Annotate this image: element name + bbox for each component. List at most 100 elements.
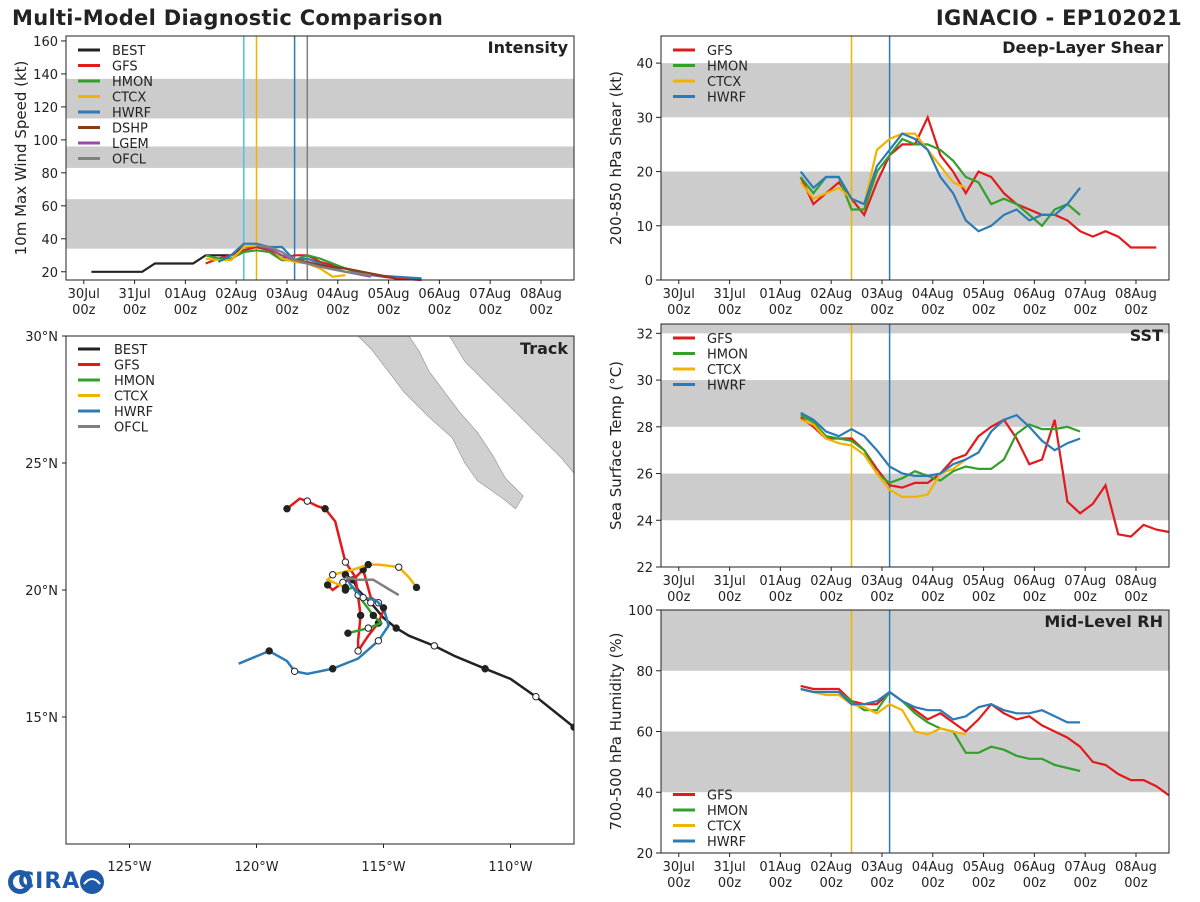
rh-x-tick-date: 30Jul [663, 860, 695, 875]
rh-x-tick-date: 01Aug [759, 860, 801, 875]
shear-x-tick-hour: 00z [718, 303, 742, 318]
sst-x-tick-date: 05Aug [963, 574, 1005, 589]
track-y-tick-label: 25°N [25, 457, 58, 472]
intensity-y-tick-label: 140 [33, 68, 58, 83]
intensity-legend-label-dshp: DSHP [112, 122, 148, 137]
rh-y-tick-label: 60 [636, 726, 653, 741]
track-point-ctcx [341, 583, 350, 592]
shear-legend-label-gfs: GFS [707, 44, 733, 59]
shear-series-hwrf [799, 132, 1081, 233]
sst-legend-label-hwrf: HWRF [707, 379, 746, 394]
sst-series-ctcx [800, 418, 967, 498]
intensity-x-tick-date: 06Aug [418, 287, 460, 302]
intensity-series-ofcl [256, 244, 371, 277]
rh-legend-label-hmon: HMON [707, 804, 748, 819]
track-point-hwrf [265, 647, 273, 655]
intensity-x-tick-hour: 00z [478, 303, 502, 318]
track-point-gfs [283, 505, 291, 513]
intensity-frame [65, 35, 575, 281]
intensity-x-tick-hour: 00z [326, 303, 350, 318]
track-point-hwrf [374, 637, 383, 645]
mainland-mexico-land [449, 336, 574, 474]
sst-x-tick-date: 31Jul [713, 574, 745, 589]
intensity-x-tick-date: 05Aug [368, 287, 410, 302]
sst-x-tick-hour: 00z [972, 590, 996, 605]
sst-y-tick-label: 26 [636, 468, 653, 483]
intensity-shade-band [66, 146, 574, 168]
rh-x-tick-hour: 00z [870, 876, 894, 891]
intensity-legend-label-gfs: GFS [112, 60, 138, 75]
rh-x-tick-date: 02Aug [810, 860, 852, 875]
rh-y-tick-label: 20 [636, 847, 653, 862]
track-point-hmon [344, 629, 352, 637]
intensity-x-tick-date: 07Aug [469, 287, 511, 302]
track-legend-label-ofcl: OFCL [114, 421, 149, 436]
rh-y-tick-label: 100 [628, 604, 653, 619]
rh-x-tick-hour: 00z [972, 876, 996, 891]
shear-x-tick-hour: 00z [769, 303, 793, 318]
sst-x-tick-date: 01Aug [759, 574, 801, 589]
track-point-ctcx [395, 563, 403, 571]
sst-y-tick-label: 28 [636, 421, 653, 436]
cira-logo: CIRA [4, 866, 106, 898]
sst-x-tick-hour: 00z [819, 590, 843, 605]
sst-shade-band [661, 380, 1169, 427]
shear-y-tick-label: 20 [636, 166, 653, 181]
sst-x-tick-hour: 00z [769, 590, 793, 605]
shear-x-tick-date: 08Aug [1115, 287, 1157, 302]
rh-title: Mid-Level RH [1044, 612, 1163, 631]
track-x-tick-label: 125°W [107, 860, 151, 875]
intensity-x-tick-hour: 00z [377, 303, 401, 318]
track-legend-label-hwrf: HWRF [114, 405, 153, 420]
track-point-best [481, 665, 489, 673]
sst-legend-label-ctcx: CTCX [707, 363, 741, 378]
shear-y-tick-label: 0 [645, 274, 653, 289]
intensity-y-tick-label: 100 [33, 134, 58, 149]
intensity-x-tick-date: 30Jul [68, 287, 100, 302]
intensity-y-axis-label: 10m Max Wind Speed (kt) [12, 61, 30, 256]
sst-x-tick-date: 02Aug [810, 574, 852, 589]
track-point-gfs [341, 558, 350, 566]
shear-x-tick-hour: 00z [667, 303, 691, 318]
shear-legend-label-hmon: HMON [707, 60, 748, 75]
shear-x-tick-date: 07Aug [1064, 287, 1106, 302]
track-legend-label-ctcx: CTCX [114, 390, 148, 405]
rh-x-tick-hour: 00z [921, 876, 945, 891]
sst-x-tick-date: 03Aug [861, 574, 903, 589]
track-point-ctcx [412, 583, 421, 592]
sst-y-tick-label: 30 [636, 374, 653, 389]
track-point-best [430, 642, 438, 650]
track-point-hwrf [359, 593, 367, 602]
intensity-x-tick-date: 02Aug [215, 287, 257, 302]
intensity-shade-band [66, 78, 574, 119]
rh-y-tick-label: 40 [636, 786, 653, 801]
sst-x-tick-date: 04Aug [912, 574, 954, 589]
shear-shade-band [661, 171, 1169, 226]
rh-x-tick-hour: 00z [819, 876, 843, 891]
rh-x-tick-hour: 00z [718, 876, 742, 891]
shear-title: Deep-Layer Shear [1002, 38, 1163, 57]
rh-x-tick-date: 31Jul [713, 860, 745, 875]
shear-x-tick-date: 05Aug [963, 287, 1005, 302]
sst-x-tick-hour: 00z [1124, 590, 1148, 605]
rh-panel: 2040608010030Jul00z31Jul00z01Aug00z02Aug… [607, 604, 1170, 891]
rh-x-tick-date: 07Aug [1064, 860, 1106, 875]
intensity-y-tick-label: 60 [41, 200, 58, 215]
track-point-hwrf [379, 604, 388, 612]
intensity-x-tick-hour: 00z [428, 303, 452, 318]
intensity-x-tick-hour: 00z [123, 303, 147, 318]
track-legend-label-best: BEST [114, 343, 147, 358]
shear-series-ctcx [799, 132, 967, 206]
shear-x-tick-date: 04Aug [912, 287, 954, 302]
rh-legend-label-hwrf: HWRF [707, 835, 746, 850]
sst-series-hwrf [800, 411, 1081, 477]
rh-x-tick-hour: 00z [1073, 876, 1097, 891]
intensity-x-tick-hour: 00z [174, 303, 198, 318]
intensity-x-tick-hour: 00z [529, 303, 553, 318]
rh-x-tick-hour: 00z [1023, 876, 1047, 891]
sst-legend-label-hmon: HMON [707, 348, 748, 363]
shear-y-axis-label: 200-850 hPa Shear (kt) [607, 71, 625, 245]
track-plot-area [238, 336, 574, 731]
sst-frame [660, 323, 1170, 568]
shear-frame [660, 35, 1170, 281]
